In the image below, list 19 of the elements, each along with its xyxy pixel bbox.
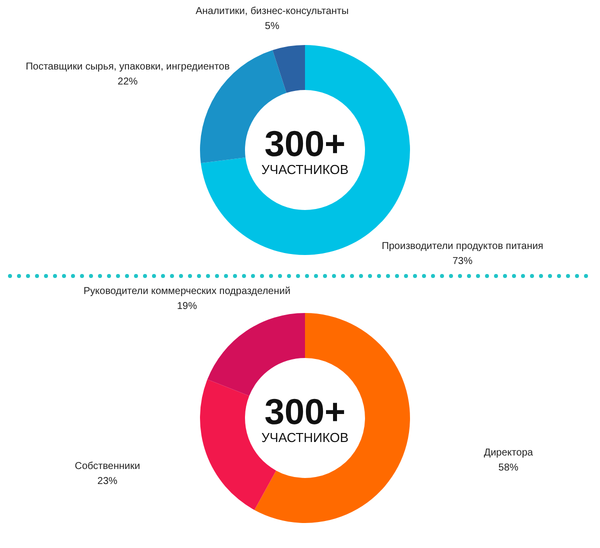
slice-label: Производители продуктов питания — [382, 241, 544, 252]
slice-label: Поставщики сырья, упаковки, ингредиентов — [26, 62, 230, 73]
text: УЧАСТНИКОВ — [261, 430, 349, 445]
donut-slice — [254, 313, 410, 523]
data-label: 19% — [176, 300, 198, 312]
data-label: 23% — [97, 476, 118, 487]
text: 300+ — [264, 123, 346, 164]
slice-label: Собственники — [74, 460, 140, 472]
slice-label: Аналитики, бизнес-консультанты — [196, 6, 349, 17]
text: 300+ — [264, 391, 346, 432]
data-label: 58% — [498, 462, 519, 474]
slice-label: Директора — [484, 447, 534, 458]
text: УЧАСТНИКОВ — [261, 162, 349, 177]
data-label: 5% — [264, 21, 280, 32]
data-label: 73% — [452, 256, 473, 268]
donut-slice — [272, 45, 305, 93]
data-label: 22% — [118, 76, 138, 88]
slice-label: Руководители коммерческих подразделений — [84, 286, 290, 297]
donut-slice — [207, 313, 305, 396]
